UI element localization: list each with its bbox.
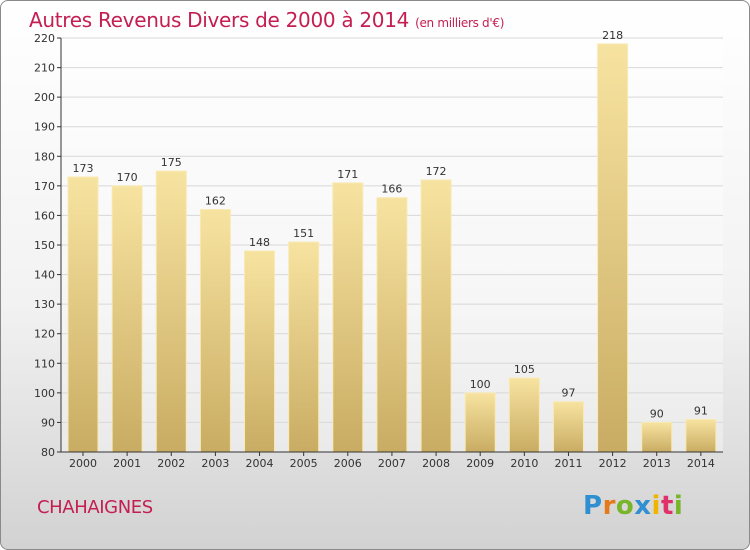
data-label: 151 <box>293 227 314 240</box>
bar <box>155 170 187 453</box>
bar <box>288 241 320 453</box>
data-label: 105 <box>514 363 535 376</box>
bar <box>332 182 364 453</box>
y-tick-label: 100 <box>34 387 55 400</box>
bars: 173 170 175 162 148 151 171 166 172 100 105 97 218 90… <box>67 29 717 453</box>
data-label: 172 <box>426 165 447 178</box>
data-label: 91 <box>694 404 708 417</box>
bar <box>199 209 231 453</box>
proxiti-logo: Proxiti <box>583 491 684 521</box>
y-tick-label: 150 <box>34 239 55 252</box>
data-label: 173 <box>73 162 94 175</box>
x-tick-label: 2010 <box>510 457 538 470</box>
x-tick-label: 2007 <box>378 457 406 470</box>
title-text: Autres Revenus Divers de 2000 à 2014 <box>29 8 410 32</box>
bar <box>244 250 276 453</box>
data-label: 90 <box>650 407 664 420</box>
data-label: 170 <box>117 171 138 184</box>
bar <box>597 43 629 453</box>
bar <box>552 401 584 453</box>
data-label: 166 <box>381 183 402 196</box>
bar <box>508 377 540 453</box>
x-tick-label: 2002 <box>157 457 185 470</box>
bar <box>67 176 99 453</box>
x-tick-label: 2014 <box>687 457 715 470</box>
x-tick-label: 2012 <box>599 457 627 470</box>
y-tick-label: 160 <box>34 209 55 222</box>
x-tick-label: 2013 <box>643 457 671 470</box>
data-label: 148 <box>249 236 270 249</box>
bar <box>376 197 408 453</box>
bar <box>111 185 143 453</box>
data-label: 100 <box>470 378 491 391</box>
y-tick-label: 110 <box>34 357 55 370</box>
chart-title: Autres Revenus Divers de 2000 à 2014 (en … <box>29 8 504 32</box>
y-tick-label: 220 <box>34 32 55 45</box>
axes: 8090100110120130140150160170180190200210… <box>34 32 723 470</box>
y-tick-label: 140 <box>34 269 55 282</box>
bar <box>685 418 717 453</box>
bar <box>420 179 452 453</box>
data-label: 162 <box>205 195 226 208</box>
y-tick-label: 190 <box>34 121 55 134</box>
x-tick-label: 2003 <box>201 457 229 470</box>
x-tick-label: 2001 <box>113 457 141 470</box>
bar <box>464 392 496 453</box>
y-tick-label: 130 <box>34 298 55 311</box>
x-tick-label: 2006 <box>334 457 362 470</box>
x-tick-label: 2008 <box>422 457 450 470</box>
x-tick-label: 2004 <box>246 457 274 470</box>
data-label: 218 <box>602 29 623 42</box>
data-label: 175 <box>161 156 182 169</box>
y-tick-label: 80 <box>41 446 55 459</box>
y-tick-label: 170 <box>34 180 55 193</box>
title-unit: (en milliers d'€) <box>415 16 505 30</box>
data-label: 171 <box>337 168 358 181</box>
y-tick-label: 90 <box>41 416 55 429</box>
bar <box>641 421 673 453</box>
x-tick-label: 2009 <box>466 457 494 470</box>
y-tick-label: 120 <box>34 328 55 341</box>
y-tick-label: 180 <box>34 150 55 163</box>
y-tick-label: 200 <box>34 91 55 104</box>
commune-name: CHAHAIGNES <box>37 497 153 518</box>
x-tick-label: 2000 <box>69 457 97 470</box>
y-tick-label: 210 <box>34 62 55 75</box>
data-label: 97 <box>561 387 575 400</box>
x-tick-label: 2011 <box>554 457 582 470</box>
x-tick-label: 2005 <box>290 457 318 470</box>
